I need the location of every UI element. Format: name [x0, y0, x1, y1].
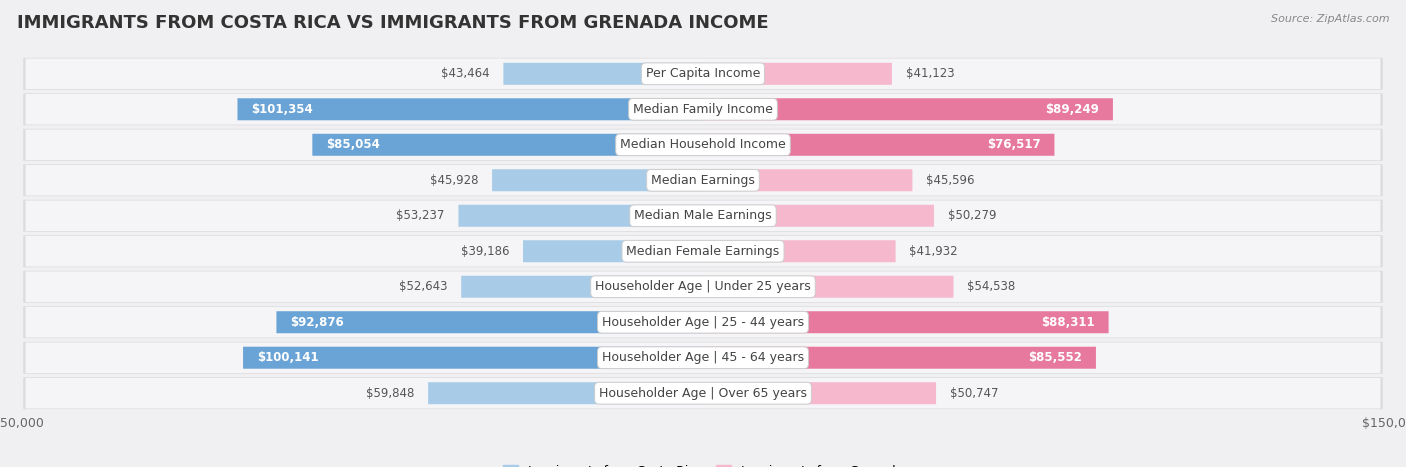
FancyBboxPatch shape — [25, 271, 1381, 302]
FancyBboxPatch shape — [277, 311, 703, 333]
Text: $89,249: $89,249 — [1045, 103, 1099, 116]
Text: Median Male Earnings: Median Male Earnings — [634, 209, 772, 222]
FancyBboxPatch shape — [503, 63, 703, 85]
FancyBboxPatch shape — [25, 236, 1381, 267]
Text: $85,552: $85,552 — [1028, 351, 1083, 364]
FancyBboxPatch shape — [458, 205, 703, 227]
Text: $43,464: $43,464 — [441, 67, 489, 80]
FancyBboxPatch shape — [703, 205, 934, 227]
Text: Median Female Earnings: Median Female Earnings — [627, 245, 779, 258]
FancyBboxPatch shape — [24, 235, 1382, 267]
FancyBboxPatch shape — [25, 378, 1381, 409]
Text: Source: ZipAtlas.com: Source: ZipAtlas.com — [1271, 14, 1389, 24]
Text: $76,517: $76,517 — [987, 138, 1040, 151]
Legend: Immigrants from Costa Rica, Immigrants from Grenada: Immigrants from Costa Rica, Immigrants f… — [498, 460, 908, 467]
Text: $92,876: $92,876 — [290, 316, 344, 329]
Text: IMMIGRANTS FROM COSTA RICA VS IMMIGRANTS FROM GRENADA INCOME: IMMIGRANTS FROM COSTA RICA VS IMMIGRANTS… — [17, 14, 769, 32]
Text: $50,747: $50,747 — [950, 387, 998, 400]
Text: Householder Age | 25 - 44 years: Householder Age | 25 - 44 years — [602, 316, 804, 329]
FancyBboxPatch shape — [243, 347, 703, 369]
FancyBboxPatch shape — [24, 164, 1382, 196]
FancyBboxPatch shape — [25, 342, 1381, 373]
FancyBboxPatch shape — [24, 271, 1382, 303]
Text: $53,237: $53,237 — [396, 209, 444, 222]
Text: $52,643: $52,643 — [399, 280, 447, 293]
FancyBboxPatch shape — [24, 58, 1382, 90]
FancyBboxPatch shape — [24, 306, 1382, 338]
Text: $88,311: $88,311 — [1042, 316, 1095, 329]
FancyBboxPatch shape — [703, 169, 912, 191]
FancyBboxPatch shape — [523, 240, 703, 262]
FancyBboxPatch shape — [461, 276, 703, 298]
Text: Per Capita Income: Per Capita Income — [645, 67, 761, 80]
FancyBboxPatch shape — [703, 311, 1108, 333]
FancyBboxPatch shape — [703, 347, 1095, 369]
FancyBboxPatch shape — [24, 200, 1382, 232]
FancyBboxPatch shape — [238, 98, 703, 120]
FancyBboxPatch shape — [25, 307, 1381, 338]
FancyBboxPatch shape — [24, 129, 1382, 161]
Text: $59,848: $59,848 — [366, 387, 415, 400]
FancyBboxPatch shape — [703, 98, 1114, 120]
Text: Median Household Income: Median Household Income — [620, 138, 786, 151]
Text: Householder Age | Over 65 years: Householder Age | Over 65 years — [599, 387, 807, 400]
FancyBboxPatch shape — [312, 134, 703, 156]
FancyBboxPatch shape — [703, 382, 936, 404]
Text: Median Family Income: Median Family Income — [633, 103, 773, 116]
FancyBboxPatch shape — [24, 93, 1382, 125]
FancyBboxPatch shape — [24, 342, 1382, 374]
Text: $45,928: $45,928 — [430, 174, 478, 187]
FancyBboxPatch shape — [703, 276, 953, 298]
FancyBboxPatch shape — [25, 165, 1381, 196]
Text: Householder Age | 45 - 64 years: Householder Age | 45 - 64 years — [602, 351, 804, 364]
FancyBboxPatch shape — [25, 129, 1381, 160]
FancyBboxPatch shape — [25, 200, 1381, 231]
FancyBboxPatch shape — [703, 134, 1054, 156]
Text: $50,279: $50,279 — [948, 209, 997, 222]
FancyBboxPatch shape — [24, 377, 1382, 409]
Text: Householder Age | Under 25 years: Householder Age | Under 25 years — [595, 280, 811, 293]
Text: $54,538: $54,538 — [967, 280, 1015, 293]
Text: $39,186: $39,186 — [461, 245, 509, 258]
Text: $41,123: $41,123 — [905, 67, 955, 80]
FancyBboxPatch shape — [703, 63, 891, 85]
Text: Median Earnings: Median Earnings — [651, 174, 755, 187]
Text: $100,141: $100,141 — [257, 351, 319, 364]
Text: $85,054: $85,054 — [326, 138, 380, 151]
FancyBboxPatch shape — [703, 240, 896, 262]
Text: $41,932: $41,932 — [910, 245, 957, 258]
FancyBboxPatch shape — [25, 94, 1381, 125]
FancyBboxPatch shape — [25, 58, 1381, 89]
FancyBboxPatch shape — [492, 169, 703, 191]
FancyBboxPatch shape — [427, 382, 703, 404]
Text: $101,354: $101,354 — [252, 103, 314, 116]
Text: $45,596: $45,596 — [927, 174, 974, 187]
